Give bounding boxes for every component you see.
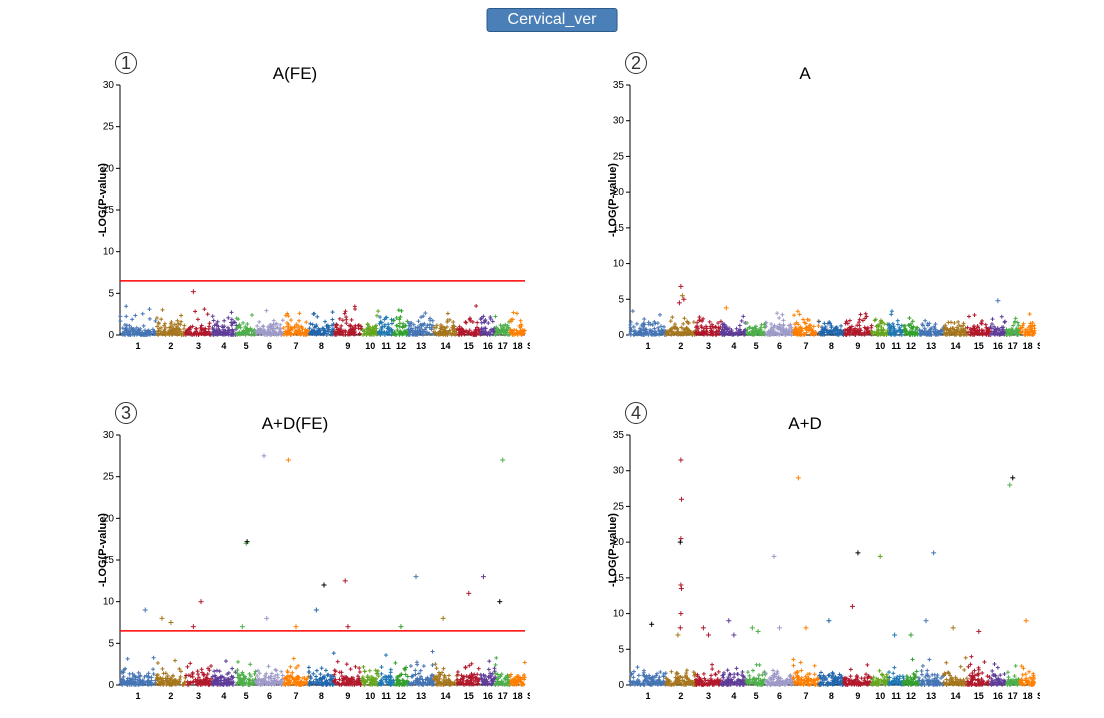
svg-text:10: 10 bbox=[365, 691, 375, 701]
svg-text:30: 30 bbox=[613, 116, 625, 127]
svg-text:4: 4 bbox=[731, 341, 736, 351]
svg-text:17: 17 bbox=[498, 341, 508, 351]
svg-text:2: 2 bbox=[168, 341, 173, 351]
svg-text:20: 20 bbox=[103, 513, 115, 524]
svg-text:5: 5 bbox=[108, 288, 114, 299]
svg-text:1: 1 bbox=[646, 341, 651, 351]
svg-text:15: 15 bbox=[464, 341, 474, 351]
svg-text:3: 3 bbox=[196, 341, 201, 351]
svg-text:5: 5 bbox=[244, 341, 249, 351]
svg-text:2: 2 bbox=[678, 341, 683, 351]
svg-text:20: 20 bbox=[613, 187, 625, 198]
svg-text:1: 1 bbox=[136, 341, 141, 351]
svg-text:2: 2 bbox=[168, 691, 173, 701]
svg-text:10: 10 bbox=[613, 259, 625, 270]
svg-text:12: 12 bbox=[906, 341, 916, 351]
panel-1-num: 1 bbox=[115, 52, 137, 74]
svg-text:10: 10 bbox=[103, 597, 115, 608]
svg-text:30: 30 bbox=[103, 430, 115, 441]
svg-text:8: 8 bbox=[319, 341, 324, 351]
svg-text:6: 6 bbox=[267, 341, 272, 351]
svg-text:3: 3 bbox=[706, 341, 711, 351]
svg-text:5: 5 bbox=[108, 638, 114, 649]
svg-text:16: 16 bbox=[993, 341, 1003, 351]
header-badge: Cervical_ver bbox=[487, 8, 618, 32]
svg-text:12: 12 bbox=[396, 341, 406, 351]
svg-text:0: 0 bbox=[108, 680, 114, 691]
svg-text:10: 10 bbox=[875, 341, 885, 351]
svg-text:7: 7 bbox=[293, 691, 298, 701]
svg-text:9: 9 bbox=[855, 341, 860, 351]
svg-text:30: 30 bbox=[103, 80, 115, 91]
panel-3-plot: 051015202530123456789101112131415161718S… bbox=[100, 430, 530, 710]
panel-2-plot: 0510152025303512345678910111213141516171… bbox=[610, 80, 1040, 360]
svg-text:5: 5 bbox=[754, 341, 759, 351]
svg-text:13: 13 bbox=[926, 341, 936, 351]
panel-2-num: 2 bbox=[625, 52, 647, 74]
panel-4: 4 A+D -LOG(P-value) 05101520253035123456… bbox=[570, 390, 1040, 710]
svg-text:6: 6 bbox=[777, 341, 782, 351]
svg-text:9: 9 bbox=[345, 341, 350, 351]
svg-text:SSC: SSC bbox=[527, 341, 530, 351]
svg-text:6: 6 bbox=[267, 691, 272, 701]
svg-text:SSC: SSC bbox=[1037, 341, 1040, 351]
panel-3-num: 3 bbox=[115, 402, 137, 424]
svg-text:25: 25 bbox=[103, 122, 115, 133]
svg-text:4: 4 bbox=[221, 691, 226, 701]
svg-text:0: 0 bbox=[618, 330, 624, 341]
svg-text:7: 7 bbox=[293, 341, 298, 351]
panel-2: 2 A -LOG(P-value) 0510152025303512345678… bbox=[570, 40, 1040, 360]
svg-text:13: 13 bbox=[416, 341, 426, 351]
svg-text:18: 18 bbox=[1023, 341, 1033, 351]
svg-text:15: 15 bbox=[613, 223, 625, 234]
svg-text:14: 14 bbox=[950, 341, 960, 351]
svg-text:20: 20 bbox=[103, 163, 115, 174]
svg-text:14: 14 bbox=[440, 341, 450, 351]
svg-text:0: 0 bbox=[108, 330, 114, 341]
panel-3: 3 A+D(FE) -LOG(P-value) 0510152025301234… bbox=[60, 390, 530, 710]
svg-text:4: 4 bbox=[221, 341, 226, 351]
svg-text:15: 15 bbox=[103, 555, 115, 566]
panel-4-plot: 0510152025303512345678910111213141516171… bbox=[610, 430, 1040, 710]
svg-text:16: 16 bbox=[483, 341, 493, 351]
svg-text:25: 25 bbox=[613, 151, 625, 162]
svg-text:8: 8 bbox=[829, 341, 834, 351]
svg-text:5: 5 bbox=[244, 691, 249, 701]
panel-1: 1 A(FE) -LOG(P-value) 051015202530123456… bbox=[60, 40, 530, 360]
panel-1-plot: 051015202530123456789101112131415161718S… bbox=[100, 80, 530, 360]
svg-text:17: 17 bbox=[1008, 341, 1018, 351]
svg-text:5: 5 bbox=[618, 294, 624, 305]
svg-text:18: 18 bbox=[513, 341, 523, 351]
svg-text:15: 15 bbox=[974, 341, 984, 351]
svg-text:11: 11 bbox=[381, 691, 391, 701]
svg-text:15: 15 bbox=[103, 205, 115, 216]
svg-text:10: 10 bbox=[103, 247, 115, 258]
svg-text:3: 3 bbox=[196, 691, 201, 701]
panel-4-num: 4 bbox=[625, 402, 647, 424]
svg-text:11: 11 bbox=[891, 341, 901, 351]
svg-text:9: 9 bbox=[345, 691, 350, 701]
svg-text:11: 11 bbox=[381, 341, 391, 351]
svg-text:25: 25 bbox=[103, 472, 115, 483]
svg-text:35: 35 bbox=[613, 80, 625, 91]
chart-grid: 1 A(FE) -LOG(P-value) 051015202530123456… bbox=[60, 40, 1040, 710]
svg-text:8: 8 bbox=[319, 691, 324, 701]
svg-text:1: 1 bbox=[136, 691, 141, 701]
svg-text:7: 7 bbox=[803, 341, 808, 351]
svg-text:10: 10 bbox=[365, 341, 375, 351]
